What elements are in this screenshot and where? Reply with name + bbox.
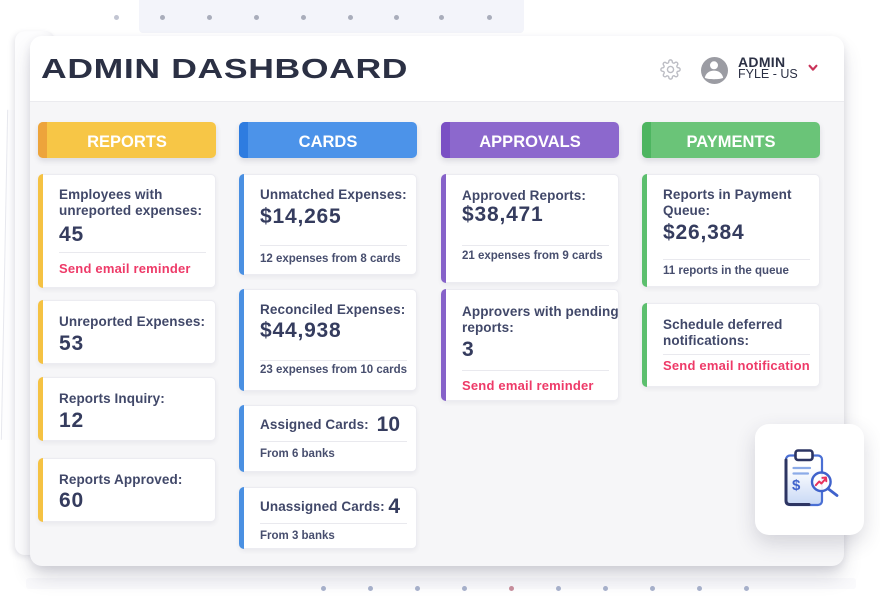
svg-text:$: $ [792,477,801,494]
